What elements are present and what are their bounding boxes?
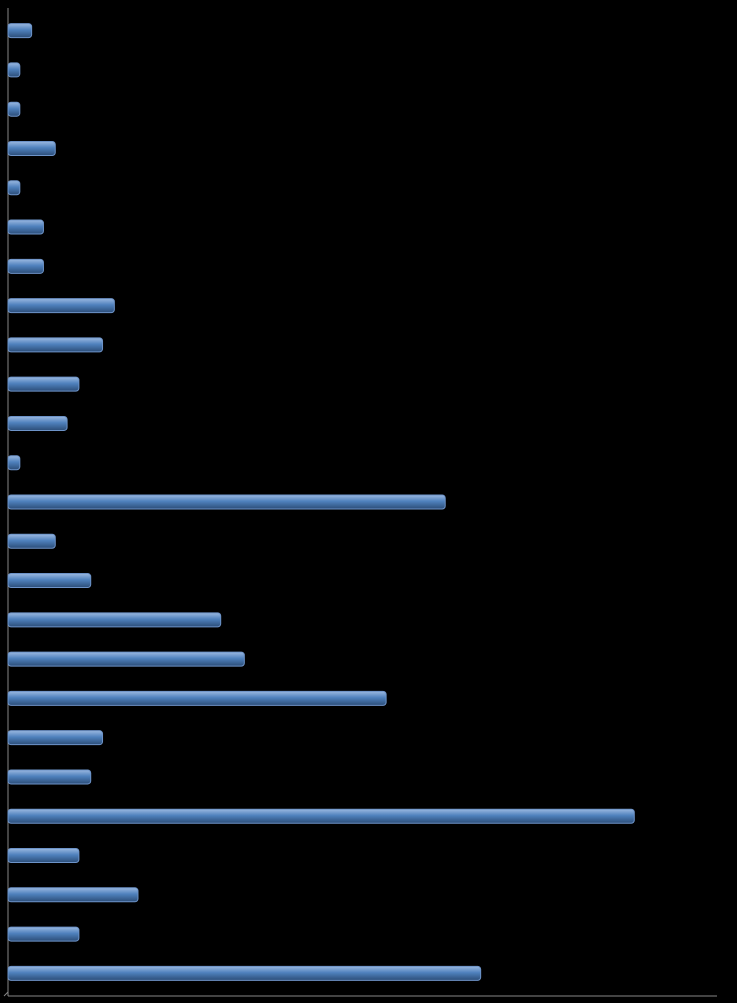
bar [7,258,44,274]
bar [7,651,245,667]
bar [7,533,56,549]
bar [7,612,222,628]
bar [7,808,635,824]
bar [7,140,56,156]
bar [7,219,44,235]
bar [7,337,104,353]
bar [7,494,446,510]
bar [7,887,139,903]
bar [7,573,92,589]
bar [7,455,21,471]
bar [7,23,33,39]
bar [7,376,80,392]
bar [7,690,387,706]
axis-corner [3,991,9,997]
bar [7,769,92,785]
bar [7,62,21,78]
bar [7,298,115,314]
bar [7,730,104,746]
bar [7,926,80,942]
bar [7,101,21,117]
bar [7,965,482,981]
bar [7,180,21,196]
bar [7,848,80,864]
bar [7,415,68,431]
